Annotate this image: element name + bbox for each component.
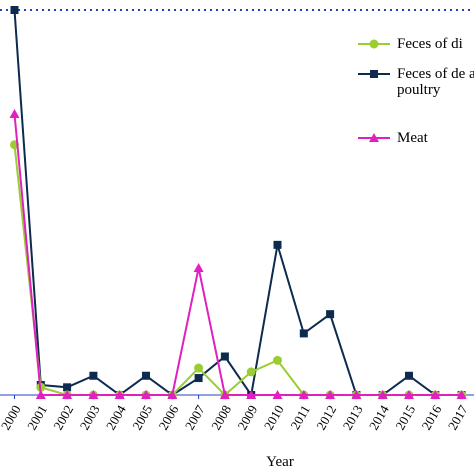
x-tick-label: 2002 <box>50 402 76 432</box>
x-tick-label: 2017 <box>445 402 471 432</box>
x-tick-label: 2016 <box>418 402 444 432</box>
series-line <box>13 144 462 397</box>
marker <box>142 371 150 380</box>
x-tick-label: 2015 <box>392 402 418 432</box>
marker <box>62 390 73 399</box>
x-axis-label: Year <box>266 454 294 470</box>
x-tick-label: 2005 <box>129 402 155 432</box>
x-tick-label: 2008 <box>208 402 234 432</box>
marker <box>10 6 19 14</box>
marker <box>167 390 178 399</box>
marker <box>114 390 125 399</box>
marker <box>273 240 282 249</box>
marker <box>89 371 98 380</box>
series-line <box>13 113 462 396</box>
marker <box>404 390 414 399</box>
series-line <box>13 9 462 398</box>
marker <box>194 374 203 383</box>
marker <box>219 390 230 399</box>
x-tick-label: 2007 <box>182 402 208 432</box>
marker <box>377 390 388 399</box>
x-tick-label: 2001 <box>24 402 50 432</box>
marker <box>369 39 379 49</box>
marker <box>430 390 441 399</box>
x-tick-label: 2013 <box>340 402 366 432</box>
legend-label: Feces of di <box>397 36 463 52</box>
marker <box>246 367 256 377</box>
marker <box>299 329 308 338</box>
x-tick-label: 2004 <box>103 402 129 432</box>
marker <box>369 133 379 142</box>
x-tick-label: 2011 <box>287 402 313 432</box>
x-tick-label: 2000 <box>0 402 24 432</box>
marker <box>88 390 99 399</box>
legend-label: Feces of de and poultry <box>397 66 474 98</box>
marker <box>194 363 204 373</box>
marker <box>9 108 20 118</box>
marker <box>298 390 309 399</box>
marker <box>405 371 413 380</box>
marker <box>141 390 151 399</box>
marker <box>220 352 229 361</box>
x-tick-label: 2009 <box>234 402 260 432</box>
marker <box>273 355 282 365</box>
marker <box>63 383 72 392</box>
x-tick-label: 2012 <box>313 402 339 432</box>
marker <box>193 262 204 272</box>
marker <box>456 390 467 399</box>
x-tick-label: 2006 <box>155 402 181 432</box>
x-tick-label: 2010 <box>261 402 287 432</box>
marker <box>326 310 335 319</box>
marker <box>325 390 336 399</box>
x-tick-label: 2014 <box>366 402 392 432</box>
marker <box>370 70 378 78</box>
marker <box>246 390 257 399</box>
marker <box>351 390 362 399</box>
x-tick-label: 2003 <box>77 402 103 432</box>
legend-label: Meat <box>397 130 428 146</box>
marker <box>272 390 283 399</box>
marker <box>35 390 46 399</box>
